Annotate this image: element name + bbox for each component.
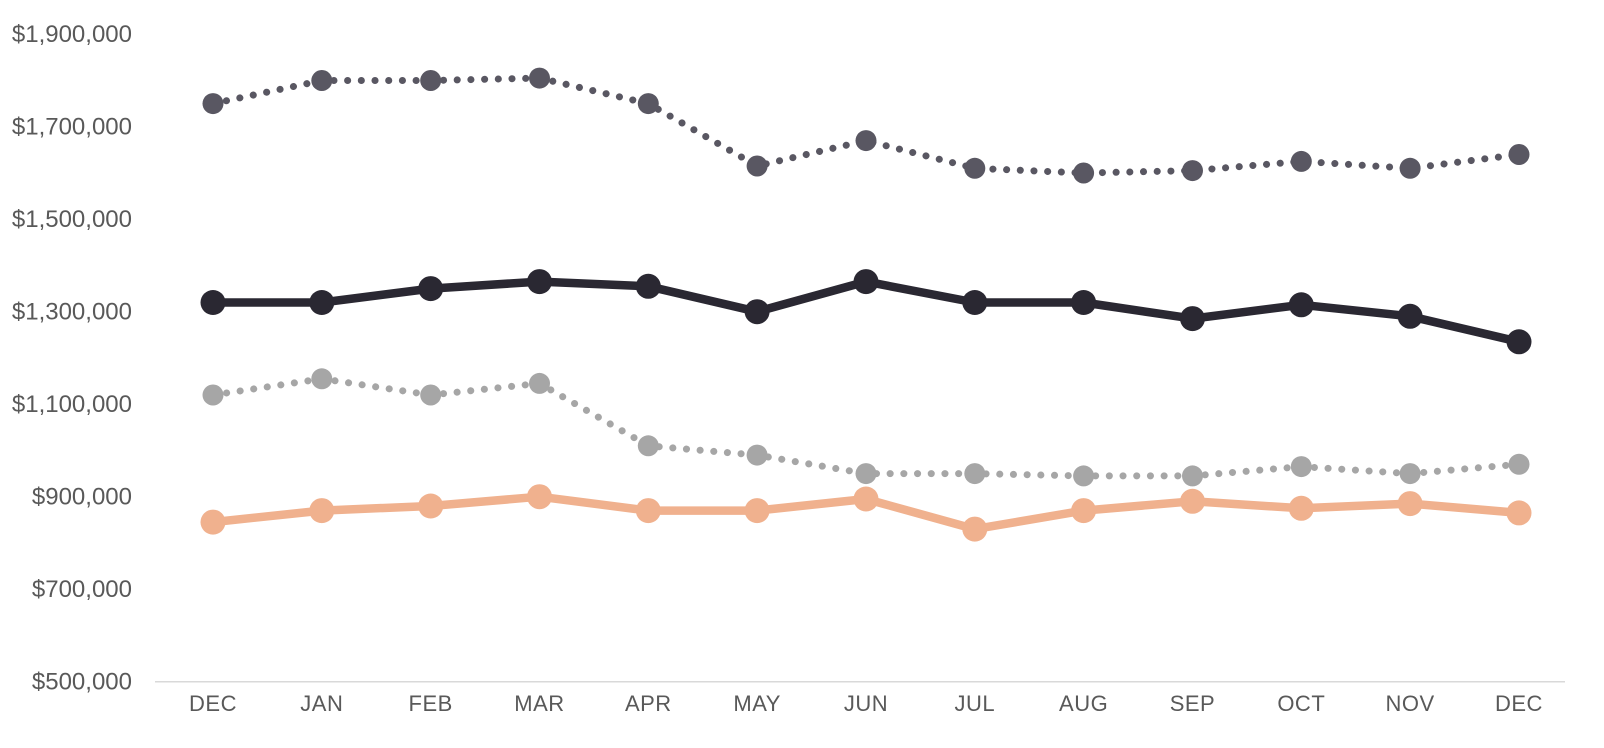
dark-dotted-line-marker bbox=[964, 157, 986, 179]
dark-dotted-line-marker bbox=[1508, 144, 1530, 165]
dark-dotted-line-marker bbox=[1073, 162, 1095, 184]
dark-dotted-line-marker bbox=[746, 155, 768, 177]
dark-dotted-line-marker bbox=[202, 93, 224, 115]
black-solid-line-marker bbox=[1180, 306, 1205, 332]
dark-dotted-line-marker bbox=[1290, 150, 1312, 172]
peach-solid-line-marker bbox=[1071, 498, 1097, 524]
y-axis-tick-label: $1,700,000 bbox=[12, 114, 132, 141]
black-solid-line-marker bbox=[309, 290, 335, 315]
peach-solid-line-marker bbox=[527, 484, 552, 510]
gray-dotted-line-marker bbox=[420, 384, 442, 406]
black-solid-line-marker bbox=[744, 299, 770, 325]
x-axis-month-label: JUN bbox=[844, 691, 888, 716]
peach-solid-line-marker bbox=[200, 509, 226, 535]
gray-dotted-line-marker bbox=[964, 463, 986, 485]
black-solid-line-marker bbox=[962, 290, 988, 315]
y-axis-tick-label: $500,000 bbox=[32, 669, 132, 696]
dark-dotted-line-marker bbox=[637, 93, 659, 115]
y-axis-tick-label: $900,000 bbox=[32, 484, 132, 511]
black-solid-line-marker bbox=[1506, 329, 1532, 355]
x-axis-month-label: DEC bbox=[1495, 691, 1543, 716]
peach-solid-line-marker bbox=[309, 498, 335, 524]
x-axis-month-label: OCT bbox=[1277, 691, 1325, 716]
black-solid-line-marker bbox=[1071, 290, 1097, 315]
gray-dotted-line-marker bbox=[1182, 465, 1203, 487]
x-axis-month-label: AUG bbox=[1059, 691, 1108, 716]
gray-dotted-line-marker bbox=[1073, 465, 1095, 487]
x-axis-month-label: SEP bbox=[1170, 691, 1216, 716]
x-axis-month-label: JUL bbox=[954, 691, 995, 716]
x-axis-month-label: JAN bbox=[300, 691, 343, 716]
peach-solid-line-marker bbox=[418, 493, 444, 519]
dark-dotted-line-marker bbox=[855, 130, 877, 152]
y-axis-tick-label: $1,500,000 bbox=[12, 206, 132, 233]
black-solid-line-marker bbox=[527, 269, 552, 295]
x-axis-month-label: MAY bbox=[733, 691, 781, 716]
gray-dotted-line-marker bbox=[311, 368, 333, 390]
gray-dotted-line-marker bbox=[855, 463, 877, 485]
peach-solid-line-marker bbox=[744, 498, 770, 524]
y-axis-tick-label: $1,100,000 bbox=[12, 391, 132, 418]
dark-dotted-line bbox=[209, 74, 1523, 177]
gray-dotted-line bbox=[209, 375, 1523, 480]
y-axis-tick-label: $1,300,000 bbox=[12, 299, 132, 326]
gray-dotted-line-marker bbox=[1399, 463, 1421, 485]
y-axis-tick-label: $700,000 bbox=[32, 576, 132, 603]
dark-dotted-line-marker bbox=[1182, 160, 1203, 182]
peach-solid-line-marker bbox=[1397, 491, 1423, 517]
x-axis-month-label: APR bbox=[625, 691, 672, 716]
gray-dotted-line-marker bbox=[529, 372, 550, 394]
gray-dotted-line-marker bbox=[746, 444, 768, 466]
x-axis-month-label: NOV bbox=[1386, 691, 1435, 716]
peach-solid-line-marker bbox=[1180, 488, 1205, 514]
dark-dotted-line-marker bbox=[529, 67, 550, 89]
peach-solid-line-marker bbox=[1506, 500, 1532, 526]
gray-dotted-line-marker bbox=[1508, 453, 1530, 475]
black-solid-line-marker bbox=[1397, 303, 1423, 329]
gray-dotted-line-marker bbox=[637, 435, 659, 457]
x-axis-month-label: FEB bbox=[409, 691, 453, 716]
peach-solid-line-marker bbox=[1288, 495, 1314, 521]
gray-dotted-line-marker bbox=[1290, 456, 1312, 478]
y-axis-tick-label: $1,900,000 bbox=[12, 21, 132, 48]
black-solid-line-marker bbox=[200, 290, 226, 315]
gray-dotted-line-marker bbox=[202, 384, 224, 406]
peach-solid-line-marker bbox=[635, 498, 661, 524]
dark-dotted-line-marker bbox=[311, 70, 333, 91]
peach-solid-line-marker bbox=[853, 486, 879, 512]
dark-dotted-line-marker bbox=[420, 70, 442, 91]
black-solid-line-marker bbox=[1288, 292, 1314, 318]
black-solid-line-marker bbox=[418, 276, 444, 302]
dark-dotted-line-marker bbox=[1399, 157, 1421, 179]
peach-solid-line-marker bbox=[962, 516, 988, 542]
x-axis-month-label: DEC bbox=[189, 691, 237, 716]
black-solid-line-marker bbox=[635, 273, 661, 299]
x-axis-month-label: MAR bbox=[514, 691, 564, 716]
black-solid-line-marker bbox=[853, 269, 879, 295]
